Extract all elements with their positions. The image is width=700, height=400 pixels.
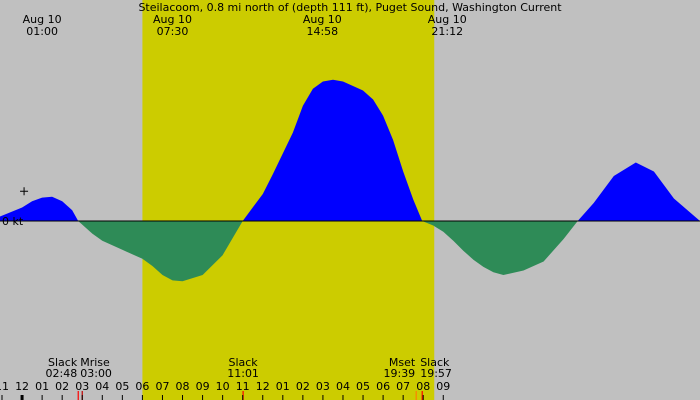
x-tick-label: 01 — [276, 380, 290, 393]
x-tick-label: 02 — [55, 380, 69, 393]
ebb-area — [78, 221, 243, 282]
event-name: Slack — [228, 356, 258, 369]
flood-area — [577, 162, 700, 221]
flood-area — [242, 79, 423, 221]
x-tick-label: 08 — [416, 380, 430, 393]
current-areas — [0, 79, 700, 282]
event-time: 19:39 — [383, 367, 415, 380]
event-name: Slack — [48, 356, 78, 369]
top-label-time: 01:00 — [26, 25, 58, 38]
top-label-time: 21:12 — [431, 25, 463, 38]
x-tick-label: 09 — [436, 380, 450, 393]
event-time: 19:57 — [420, 367, 452, 380]
max-current-marker — [20, 187, 29, 196]
top-label-date: Aug 10 — [303, 13, 342, 26]
top-label-date: Aug 10 — [23, 13, 62, 26]
x-tick-label: 04 — [336, 380, 350, 393]
ebb-area — [422, 221, 578, 275]
x-tick-label: 05 — [115, 380, 129, 393]
x-tick-label: 07 — [396, 380, 410, 393]
top-label-date: Aug 10 — [428, 13, 467, 26]
x-tick-label: 07 — [155, 380, 169, 393]
event-name: Slack — [420, 356, 450, 369]
x-tick-label: 09 — [196, 380, 210, 393]
flood-area — [0, 196, 79, 221]
x-tick-label: 04 — [95, 380, 109, 393]
x-tick-label: 08 — [176, 380, 190, 393]
top-label-time: 14:58 — [306, 25, 338, 38]
x-tick-label: 02 — [296, 380, 310, 393]
event-time: 03:00 — [80, 367, 112, 380]
x-tick-label: 06 — [376, 380, 390, 393]
x-tick-label: 12 — [256, 380, 270, 393]
top-label-time: 07:30 — [157, 25, 189, 38]
chart-title: Steilacoom, 0.8 mi north of (depth 111 f… — [138, 1, 562, 14]
event-time: 02:48 — [46, 367, 78, 380]
x-tick-label: 06 — [135, 380, 149, 393]
x-tick-label: 11 — [236, 380, 250, 393]
event-markers: Slack02:48Mrise03:00Slack11:01Mset19:39S… — [46, 356, 452, 400]
event-time: 11:01 — [227, 367, 259, 380]
event-name: Mset — [389, 356, 416, 369]
x-tick-label: 12 — [15, 380, 29, 393]
x-tick-label: 05 — [356, 380, 370, 393]
x-tick-label: 11 — [0, 380, 9, 393]
x-axis-ticks: 11 12 01 02 03 04 05 06 07 08 09 10 11 12 01 02 03 04 05 06… — [0, 380, 450, 400]
x-tick-label: 01 — [35, 380, 49, 393]
x-tick-label: 10 — [216, 380, 230, 393]
top-label-date: Aug 10 — [153, 13, 192, 26]
y-axis-label: 0 kt — [2, 215, 24, 228]
x-tick-label: 03 — [75, 380, 89, 393]
x-tick-label: 03 — [316, 380, 330, 393]
event-name: Mrise — [80, 356, 110, 369]
